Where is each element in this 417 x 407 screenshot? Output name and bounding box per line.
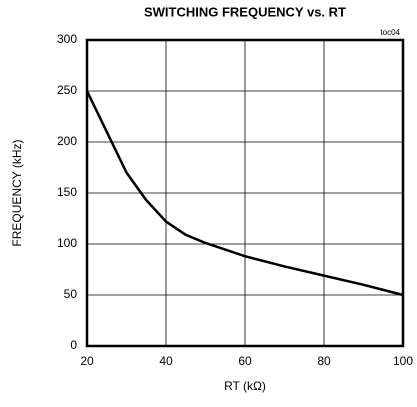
y-tick-label: 0 [70,338,77,352]
chart-title: SWITCHING FREQUENCY vs. RT [144,4,346,19]
plot-frame [85,38,405,348]
y-tick-label: 200 [57,134,77,148]
y-tick-label: 150 [57,185,77,199]
x-tick-label: 100 [393,354,413,368]
x-axis-label: RT (kΩ) [224,379,266,393]
y-tick-label: 50 [64,287,78,301]
x-tick-label: 20 [80,354,94,368]
y-axis-label: FREQUENCY (kHz) [10,139,24,246]
x-tick-label: 80 [317,354,331,368]
y-tick-label: 250 [57,83,77,97]
annotation: toc04 [380,28,400,37]
line-series [85,90,404,297]
y-tick-label: 300 [57,32,77,46]
x-tick-label: 40 [159,354,173,368]
y-tick-label: 100 [57,236,77,250]
x-tick-label: 60 [238,354,252,368]
